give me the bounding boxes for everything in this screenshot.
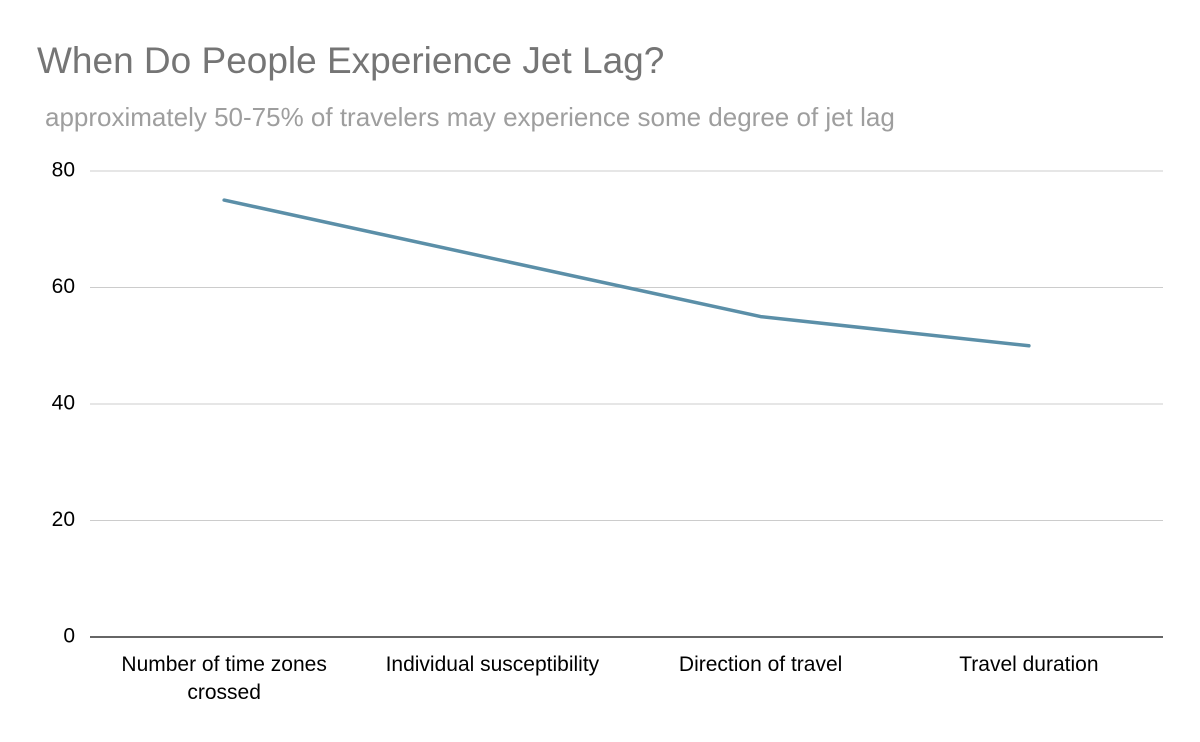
y-tick-label: 60: [52, 275, 75, 298]
y-tick-label: 40: [52, 392, 75, 415]
series-lines: [222, 198, 1031, 348]
series-line: [222, 198, 1031, 348]
y-tick-label: 20: [52, 508, 75, 531]
gridlines: [90, 170, 1163, 638]
y-tick-label: 80: [52, 159, 75, 182]
x-tick-label: Travel duration: [959, 653, 1098, 676]
chart-subtitle: approximately 50-75% of travelers may ex…: [45, 102, 895, 132]
x-tick-label: Number of time zones crossed: [121, 653, 326, 704]
x-tick-label: Individual susceptibility: [386, 653, 600, 676]
x-tick-label: Direction of travel: [679, 653, 842, 676]
chart-title: When Do People Experience Jet Lag?: [37, 40, 665, 81]
y-tick-label: 0: [63, 625, 75, 648]
x-axis: Number of time zones crossed Individual su…: [121, 653, 1098, 704]
y-axis: 0 20 40 60 80: [52, 159, 75, 648]
